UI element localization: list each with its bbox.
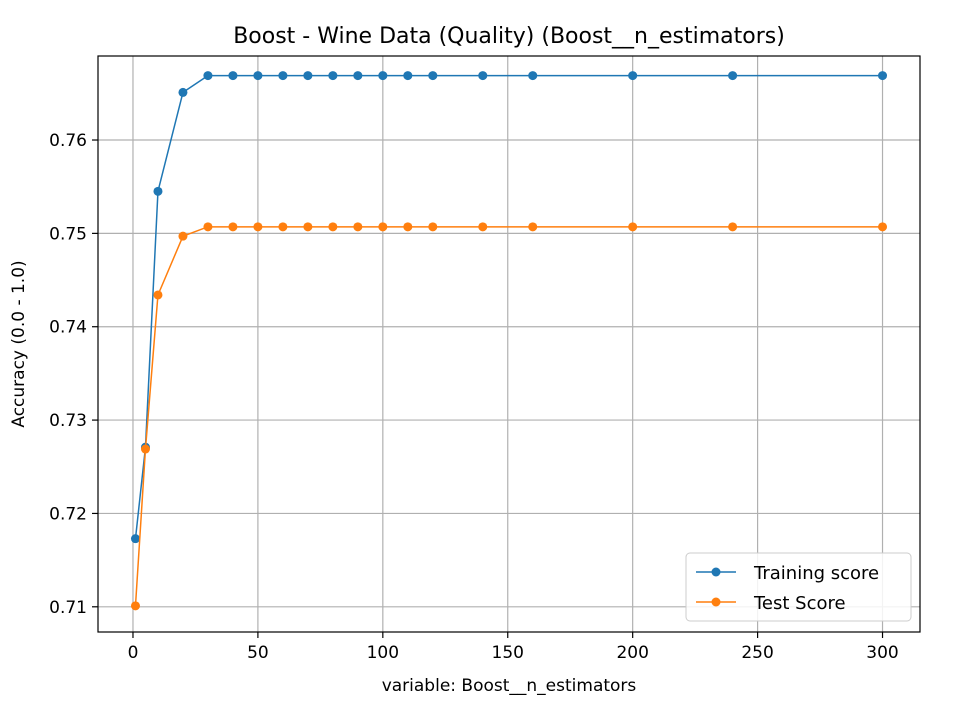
data-point xyxy=(178,87,188,97)
y-tick-label: 0.72 xyxy=(49,504,87,524)
data-point xyxy=(253,222,263,232)
legend-marker-test xyxy=(711,597,721,607)
data-point xyxy=(528,222,538,232)
data-point xyxy=(478,222,488,232)
chart-title: Boost - Wine Data (Quality) (Boost__n_es… xyxy=(233,24,785,49)
y-tick-label: 0.74 xyxy=(49,318,87,338)
data-point xyxy=(628,222,638,232)
data-point xyxy=(528,71,538,81)
data-point xyxy=(328,71,338,81)
legend-box xyxy=(685,552,912,622)
data-point xyxy=(628,71,638,81)
data-point xyxy=(403,71,413,81)
data-point xyxy=(153,186,163,196)
data-point xyxy=(278,222,288,232)
x-tick-label: 50 xyxy=(247,643,269,663)
data-point xyxy=(278,71,288,81)
x-tick-label: 100 xyxy=(367,643,399,663)
data-point xyxy=(428,71,438,81)
data-point xyxy=(253,71,263,81)
grid-layer xyxy=(98,56,920,632)
data-point xyxy=(303,222,313,232)
data-point xyxy=(303,71,313,81)
data-point xyxy=(478,71,488,81)
x-axis-label: variable: Boost__n_estimators xyxy=(382,676,637,696)
legend-label-test: Test Score xyxy=(753,593,846,614)
x-tick-label: 0 xyxy=(128,643,139,663)
x-tick-label: 300 xyxy=(866,643,898,663)
legend-marker-training xyxy=(711,567,721,577)
data-point xyxy=(140,444,150,454)
data-point xyxy=(353,71,363,81)
data-point xyxy=(328,222,338,232)
data-point xyxy=(353,222,363,232)
y-tick-label: 0.76 xyxy=(49,131,87,151)
data-point xyxy=(228,222,238,232)
data-point xyxy=(728,71,738,81)
data-point xyxy=(203,222,213,232)
x-tick-label: 250 xyxy=(741,643,773,663)
data-point xyxy=(428,222,438,232)
plot-area-frame xyxy=(97,55,921,633)
legend-label-training: Training score xyxy=(753,563,879,584)
tick-layer: 0 50 100 150 200 250 300 0.71 0.72 0.73 0.74 0.75 0.… xyxy=(49,131,899,663)
legend: Training score Test Score xyxy=(685,552,912,622)
data-point xyxy=(403,222,413,232)
data-point xyxy=(203,71,213,81)
data-point xyxy=(878,71,888,81)
y-axis-label: Accuracy (0.0 - 1.0) xyxy=(9,260,29,427)
data-point xyxy=(378,71,388,81)
data-point xyxy=(153,290,163,300)
data-point xyxy=(878,222,888,232)
data-point xyxy=(130,601,140,611)
x-tick-label: 200 xyxy=(616,643,648,663)
data-point xyxy=(228,71,238,81)
series-test-score xyxy=(130,222,888,611)
series-layer xyxy=(130,71,888,611)
y-tick-label: 0.71 xyxy=(49,598,87,618)
y-tick-label: 0.73 xyxy=(49,411,87,431)
data-point xyxy=(378,222,388,232)
y-tick-label: 0.75 xyxy=(49,224,87,244)
data-point xyxy=(130,534,140,544)
data-point xyxy=(728,222,738,232)
series-training-score xyxy=(130,71,888,544)
x-tick-label: 150 xyxy=(492,643,524,663)
data-point xyxy=(178,231,188,241)
